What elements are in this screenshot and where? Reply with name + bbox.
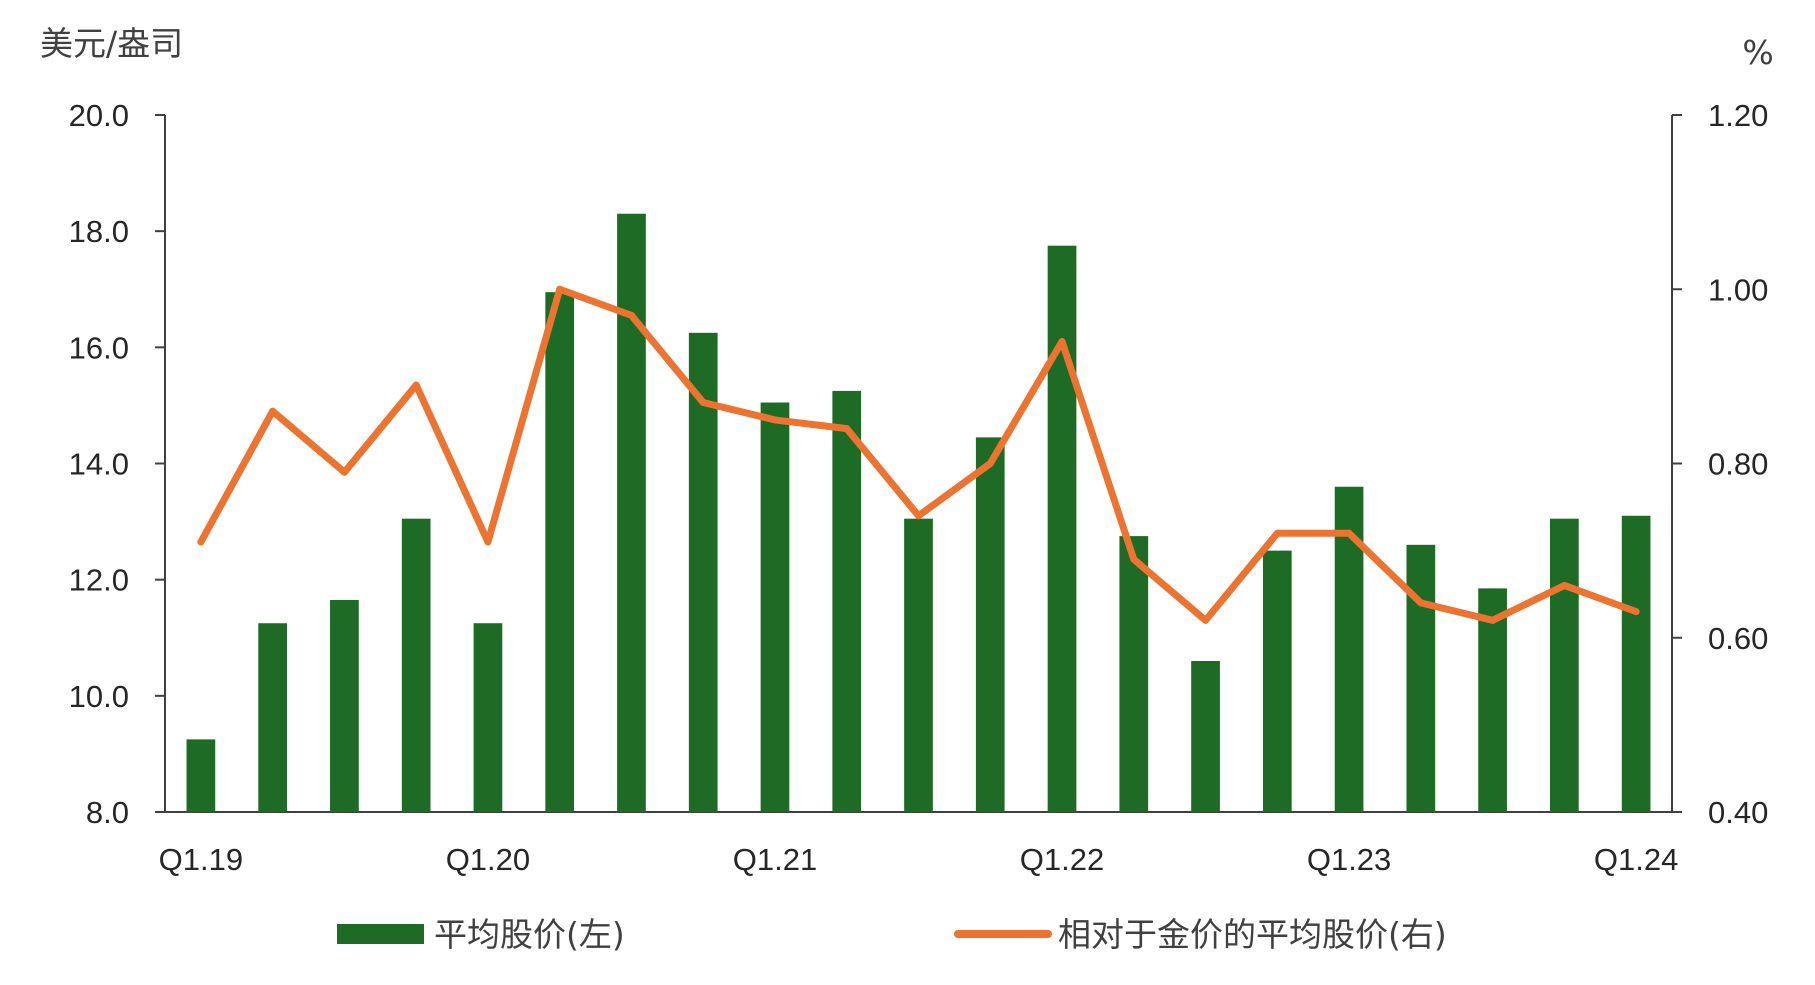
- x-tick-label: Q1.24: [1594, 842, 1678, 877]
- line-point: [1489, 616, 1497, 624]
- line-point: [1345, 529, 1353, 537]
- legend-bar-swatch: [337, 924, 424, 944]
- left-tick-label: 18.0: [69, 214, 129, 249]
- legend-line-label: 相对于金价的平均股价(右): [1058, 915, 1447, 954]
- bar: [1047, 245, 1077, 812]
- bar: [760, 402, 790, 812]
- bar: [1191, 660, 1220, 812]
- line-point: [1560, 581, 1568, 589]
- bar: [1478, 588, 1507, 812]
- line-point: [1058, 338, 1066, 346]
- bar-series: [186, 213, 1651, 812]
- bar: [545, 292, 575, 812]
- left-tick-label: 16.0: [69, 330, 129, 365]
- bar: [1262, 550, 1292, 812]
- left-tick-label: 12.0: [69, 563, 129, 598]
- line-point: [197, 538, 205, 546]
- line-point: [1632, 608, 1640, 616]
- bar: [975, 437, 1005, 812]
- x-tick-label: Q1.22: [1020, 842, 1104, 877]
- bar: [1621, 515, 1651, 812]
- line-point: [484, 538, 492, 546]
- left-tick-label: 20.0: [69, 98, 129, 133]
- bar: [904, 518, 933, 812]
- bar: [832, 390, 862, 812]
- tick-labels: 8.0 10.0 12.0 14.0 16.0 18.0 20.0 0.40 0.60 0.80 1…: [40, 24, 1774, 877]
- legend: 平均股价(左) 相对于金价的平均股价(右): [337, 915, 1447, 954]
- bar: [330, 599, 359, 812]
- line-point: [1202, 616, 1210, 624]
- x-tick-label: Q1.19: [159, 842, 243, 877]
- bar: [401, 518, 431, 812]
- left-tick-label: 10.0: [69, 679, 129, 714]
- line-series: [197, 285, 1640, 624]
- x-tick-label: Q1.23: [1307, 842, 1391, 877]
- bar: [473, 623, 503, 812]
- left-tick-label: 8.0: [86, 795, 129, 830]
- line-point: [699, 399, 707, 407]
- line-point: [556, 285, 564, 293]
- left-axis-unit: 美元/盎司: [40, 24, 183, 63]
- line-point: [269, 407, 277, 415]
- legend-bar-label: 平均股价(左): [434, 915, 625, 954]
- bar: [1119, 536, 1149, 812]
- line-point: [1130, 555, 1138, 563]
- x-tick-label: Q1.20: [446, 842, 530, 877]
- line-point: [843, 425, 851, 433]
- bar: [1550, 518, 1579, 812]
- line-point: [1273, 529, 1281, 537]
- bar: [617, 213, 646, 812]
- line-point: [340, 468, 348, 476]
- line-point: [986, 460, 994, 467]
- right-tick-label: 1.20: [1708, 98, 1768, 133]
- right-tick-label: 0.60: [1708, 621, 1768, 656]
- right-axis-unit: %: [1742, 33, 1773, 72]
- bar: [688, 332, 718, 812]
- bar: [186, 739, 216, 812]
- line-point: [771, 416, 779, 424]
- line-point: [915, 512, 922, 520]
- x-tick-label: Q1.21: [733, 842, 817, 877]
- left-tick-label: 14.0: [69, 447, 129, 482]
- line-point: [412, 381, 420, 389]
- right-tick-label: 0.40: [1708, 795, 1768, 830]
- line-point: [627, 311, 635, 319]
- bar: [258, 623, 287, 812]
- bar: [1406, 544, 1436, 812]
- line-point: [1417, 599, 1425, 607]
- right-tick-label: 1.00: [1708, 272, 1768, 307]
- right-tick-label: 0.80: [1708, 447, 1768, 482]
